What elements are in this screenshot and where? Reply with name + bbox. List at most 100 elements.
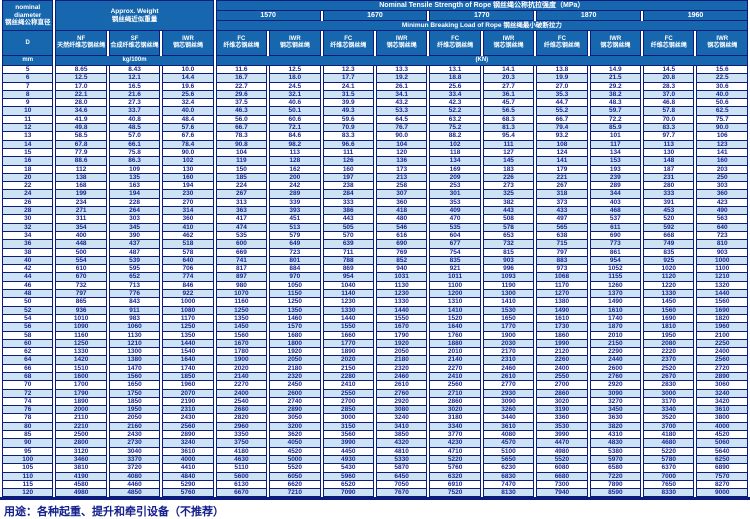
value-cell: 1650 xyxy=(108,381,161,390)
value-cell: 3200 xyxy=(269,422,321,432)
value-cell: 5110 xyxy=(215,464,268,473)
table-row: 80 2210 2160 2560 2960 3200 3150 3410 3340 3610 35… xyxy=(2,422,748,432)
approx-weight-en: Approx. Weight xyxy=(110,8,159,15)
value-cell: 3610 xyxy=(162,447,214,456)
iwr-header: IWR 钢芯钢丝绳 xyxy=(696,31,748,56)
value-cell: 19.6 xyxy=(162,82,214,91)
value-cell: 119 xyxy=(215,157,268,166)
d-header: D xyxy=(2,31,54,56)
diameter-cell: 34 xyxy=(2,231,54,241)
value-cell: 209 xyxy=(429,173,481,183)
value-cell: 104 xyxy=(375,140,428,149)
value-cell: 3520 xyxy=(643,414,695,423)
value-cell: 1155 xyxy=(589,273,642,282)
value-cell: 57.0 xyxy=(108,132,161,141)
value-cell: 391 xyxy=(643,198,695,208)
value-cell: 1130 xyxy=(375,281,428,291)
value-cell: 1120 xyxy=(643,273,695,282)
value-cell: 301 xyxy=(429,190,481,199)
value-cell: 578 xyxy=(162,248,214,257)
value-cell: 5960 xyxy=(322,472,374,481)
value-cell: 4000 xyxy=(162,455,214,465)
table-row: 11 41.9 40.8 48.4 56.0 60.6 59.6 64.5 63.2 68.3 66… xyxy=(2,115,748,125)
value-cell: 843 xyxy=(108,298,161,307)
value-cell: 5380 xyxy=(589,447,642,456)
value-cell: 1330 xyxy=(643,290,695,299)
value-cell: 2100 xyxy=(696,331,748,340)
grade-header-1770: 1770 xyxy=(429,11,535,21)
value-cell: 443 xyxy=(482,207,535,216)
value-cell: 1270 xyxy=(536,290,588,299)
value-cell: 1690 xyxy=(643,314,695,324)
value-cell: 1950 xyxy=(643,331,695,340)
value-cell: 535 xyxy=(215,231,268,241)
value-cell: 3350 xyxy=(215,431,268,440)
value-cell: 1450 xyxy=(643,298,695,307)
value-cell: 1680 xyxy=(269,331,321,340)
value-cell: 88.6 xyxy=(55,157,107,166)
value-cell: 1150 xyxy=(269,290,321,299)
value-cell: 2800 xyxy=(55,439,107,448)
value-cell: 769 xyxy=(375,248,428,257)
diameter-cell: 110 xyxy=(2,472,54,481)
value-cell: 835 xyxy=(429,256,481,266)
diameter-cell: 62 xyxy=(2,348,54,357)
value-cell: 134 xyxy=(589,148,642,158)
value-cell: 713 xyxy=(108,281,161,291)
value-cell: 1920 xyxy=(375,339,428,349)
value-cell: 6890 xyxy=(696,464,748,473)
value-cell: 70.0 xyxy=(643,115,695,125)
value-cell: 2760 xyxy=(589,372,642,382)
value-cell: 2400 xyxy=(696,348,748,357)
value-cell: 6680 xyxy=(536,472,588,481)
diameter-cell: 40 xyxy=(2,256,54,266)
value-cell: 2260 xyxy=(536,356,588,365)
value-cell: 21.6 xyxy=(108,90,161,100)
value-cell: 4980 xyxy=(536,447,588,456)
value-cell: 2600 xyxy=(269,389,321,398)
value-cell: 66.7 xyxy=(536,115,588,125)
value-cell: 37.5 xyxy=(215,99,268,108)
value-cell: 4190 xyxy=(55,472,107,481)
value-cell: 289 xyxy=(269,190,321,199)
value-cell: 2740 xyxy=(269,397,321,407)
value-cell: 2700 xyxy=(536,381,588,390)
value-cell: 1250 xyxy=(269,298,321,307)
value-cell: 3750 xyxy=(215,439,268,448)
value-cell: 1410 xyxy=(429,306,481,315)
value-cell: 5870 xyxy=(375,464,428,473)
value-cell: 267 xyxy=(536,182,588,191)
value-cell: 22.5 xyxy=(696,74,748,83)
value-cell: 250 xyxy=(696,173,748,183)
diameter-cell: 56 xyxy=(2,323,54,332)
value-cell: 1740 xyxy=(589,314,642,324)
value-cell: 2700 xyxy=(322,397,374,407)
value-cell: 97.7 xyxy=(643,132,695,141)
value-cell: 12.1 xyxy=(108,74,161,83)
diameter-cell: 11 xyxy=(2,115,54,125)
sf-code: SF xyxy=(130,36,139,42)
table-row: 78 2110 2050 2430 2820 3050 3000 3240 3180 3440 33… xyxy=(2,414,748,423)
diameter-cell: 14 xyxy=(2,140,54,149)
diameter-cell: 18 xyxy=(2,165,54,174)
value-cell: 936 xyxy=(55,306,107,315)
value-cell: 2210 xyxy=(55,422,107,432)
value-cell: 40.0 xyxy=(696,90,748,100)
diameter-cell: 120 xyxy=(2,489,54,498)
value-cell: 1860 xyxy=(536,331,588,340)
value-cell: 24.1 xyxy=(322,82,374,91)
value-cell: 193 xyxy=(589,165,642,174)
value-cell: 353 xyxy=(429,198,481,208)
grade-header-1870: 1870 xyxy=(536,11,642,21)
value-cell: 4310 xyxy=(589,431,642,440)
diameter-cell: 80 xyxy=(2,422,54,432)
value-cell: 2890 xyxy=(269,406,321,415)
value-cell: 27.3 xyxy=(108,99,161,108)
value-cell: 15.6 xyxy=(696,66,748,75)
value-cell: 339 xyxy=(269,198,321,208)
value-cell: 4980 xyxy=(55,489,107,498)
value-cell: 3610 xyxy=(482,422,535,432)
value-cell: 2310 xyxy=(162,406,214,415)
value-cell: 2820 xyxy=(215,414,268,423)
value-cell: 546 xyxy=(375,223,428,232)
